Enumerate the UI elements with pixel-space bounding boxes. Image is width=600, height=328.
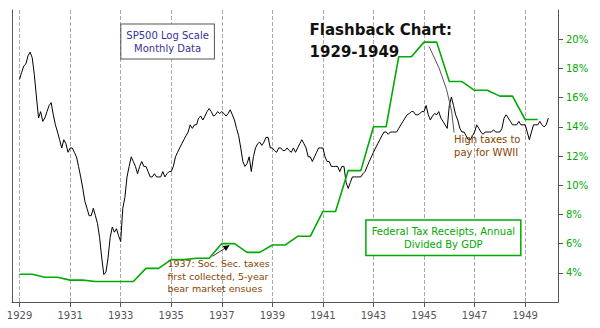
svg-text:1933: 1933 [108,310,133,321]
svg-text:1947: 1947 [462,310,487,321]
svg-text:16%: 16% [566,92,588,103]
svg-text:Divided By GDP: Divided By GDP [404,239,483,250]
svg-text:SP500 Log Scale: SP500 Log Scale [126,30,209,41]
svg-text:18%: 18% [566,63,588,74]
svg-text:20%: 20% [566,34,588,45]
svg-text:1935: 1935 [159,310,184,321]
svg-text:1931: 1931 [57,310,82,321]
svg-text:Flashback Chart:: Flashback Chart: [310,21,452,39]
svg-text:10%: 10% [566,180,588,191]
svg-text:1939: 1939 [260,310,285,321]
svg-text:1929-1949: 1929-1949 [310,43,400,61]
svg-text:1949: 1949 [512,310,537,321]
svg-text:1937: 1937 [209,310,234,321]
svg-text:4%: 4% [566,267,582,278]
svg-text:8%: 8% [566,209,582,220]
svg-text:1945: 1945 [411,310,436,321]
svg-text:Federal Tax Receipts, Annual: Federal Tax Receipts, Annual [372,226,515,237]
svg-text:1941: 1941 [310,310,335,321]
svg-text:High taxes to: High taxes to [454,134,520,145]
svg-text:pay for WWII: pay for WWII [454,147,518,158]
svg-text:1937: Soc. Sec. taxes: 1937: Soc. Sec. taxes [167,258,269,269]
svg-text:Monthly Data: Monthly Data [134,43,201,54]
svg-text:12%: 12% [566,151,588,162]
svg-text:first collected, 5-year: first collected, 5-year [167,271,268,282]
svg-text:6%: 6% [566,238,582,249]
svg-text:1929: 1929 [7,310,32,321]
svg-text:bear market ensues: bear market ensues [167,283,262,294]
svg-text:14%: 14% [566,121,588,132]
svg-text:1943: 1943 [361,310,386,321]
